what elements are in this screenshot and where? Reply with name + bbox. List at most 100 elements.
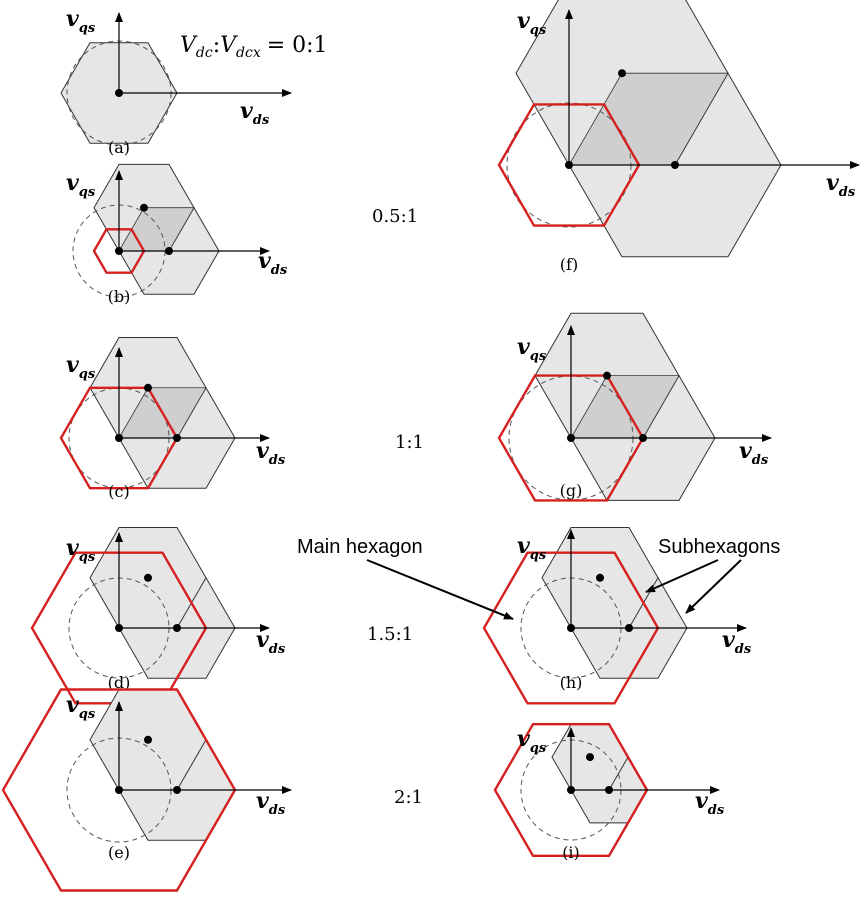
panel-d-qs-label: vqs [66, 535, 96, 565]
panel-b-ds-label-sub: ds [271, 263, 288, 278]
panel-e-ds-label-sub: ds [269, 803, 286, 818]
panel-a-ds-label-sub: ds [253, 113, 270, 128]
panel-i-caption: (i) [562, 843, 580, 862]
panel-e-qs-label-sub: qs [79, 707, 96, 722]
panel-h-ds-label-v: v [722, 627, 735, 653]
panel-c-ds-label-sub: ds [269, 453, 286, 468]
panel-f-qs-label-sub: qs [530, 23, 547, 38]
panel-e-caption: (e) [108, 843, 130, 862]
panel-c-qs-label: vqs [66, 352, 96, 382]
panel-i-ds-label: vds [695, 788, 725, 818]
panel-a-ds-label-v: v [240, 98, 253, 124]
panel-d-origin-dot [115, 624, 123, 632]
panel-c-qs-label-sub: qs [79, 367, 96, 382]
panels-layer: vqsvds(a)vqsvds(b)vqsvds(c)vqsvds(d)vqsv… [1, 0, 860, 892]
main-hexagon-label: Main hexagon [297, 536, 423, 558]
panel-g-origin-dot [567, 434, 575, 442]
title-ratio-rhs: V [220, 33, 238, 58]
panel-h-main-hexagon [482, 551, 660, 705]
title-ratio-lhs-sub: dc [196, 45, 213, 61]
panel-c-vertex-dot-2 [144, 383, 152, 392]
panel-e-vertex-dot-2 [144, 735, 152, 744]
panel-h-qs-label: vqs [517, 533, 547, 563]
panel-i-ds-label-v: v [695, 788, 708, 814]
panel-f-qs-label: vqs [517, 8, 547, 38]
panel-e-origin-dot [115, 786, 123, 794]
panel-h-ds-label-sub: ds [735, 642, 752, 657]
panel-d-caption: (d) [108, 673, 131, 692]
panel-a-qs-label: vqs [66, 6, 96, 36]
panel-i-vertex-dot-2 [586, 753, 594, 762]
panel-h-qs-label-v: v [517, 533, 530, 559]
panel-h-vertex-dot-2 [596, 573, 604, 582]
title-ratio: Vdc:Vdcx = 0:1 [180, 33, 328, 61]
ratio-label-0.5: 0.5:1 [372, 206, 418, 227]
panel-i-ds-label-sub: ds [708, 803, 725, 818]
panel-a-qs-label-sub: qs [79, 21, 96, 36]
panel-h-origin-dot [567, 624, 575, 632]
panel-b-qs-label-v: v [66, 170, 79, 196]
panel-c-origin-dot [115, 434, 123, 442]
panel-i-qs-label-sub: qs [530, 741, 547, 756]
panel-g-vertex-dot-2 [603, 371, 611, 380]
panel-b-qs-label-sub: qs [79, 185, 96, 200]
panel-a-qs-label-v: v [66, 6, 79, 32]
panel-b-ds-label-v: v [258, 248, 271, 274]
panel-f-ds-label-v: v [826, 170, 839, 196]
panel-f-caption: (f) [560, 255, 578, 274]
panel-b-main-hexagon [92, 228, 146, 274]
panel-g-ds-label-sub: ds [752, 453, 769, 468]
panel-d-ds-label-v: v [256, 627, 269, 653]
panel-h-qs-label-sub: qs [530, 548, 547, 563]
panel-c-caption: (c) [108, 482, 129, 501]
panel-g-ds-label: vds [739, 438, 769, 468]
subhexagons-arrow-2 [685, 559, 742, 614]
panel-i-qs-label: vqs [517, 726, 547, 756]
panel-f-ds-label: vds [826, 170, 856, 200]
panel-d-qs-label-sub: qs [79, 550, 96, 565]
panel-g-qs-label-sub: qs [530, 349, 547, 364]
panel-g-caption: (g) [560, 481, 583, 500]
main-hexagon-arrow [366, 559, 514, 620]
panel-f-vertex-dot-2 [618, 69, 626, 78]
panel-e-qs-label: vqs [66, 692, 96, 722]
panel-a-ds-label: vds [240, 98, 270, 128]
panel-d-ds-label: vds [256, 627, 286, 657]
panel-b-vertex-dot-2 [140, 203, 148, 212]
panel-f-origin-dot [565, 161, 573, 169]
panel-e-ds-label: vds [256, 788, 286, 818]
panel-c-qs-label-v: v [66, 352, 79, 378]
panel-g-qs-label-v: v [517, 334, 530, 360]
panel-h-ds-label: vds [722, 627, 752, 657]
panel-b-ds-label: vds [258, 248, 288, 278]
panel-f-qs-label-v: v [517, 8, 530, 34]
title-ratio-rhs-sub: dcx [236, 45, 261, 61]
panel-b-caption: (b) [108, 287, 131, 306]
panel-h-caption: (h) [560, 673, 583, 692]
title-ratio-eq: = 0:1 [267, 33, 328, 58]
ratio-label-1.5: 1.5:1 [367, 624, 413, 645]
panel-g-qs-label: vqs [517, 334, 547, 364]
panel-d-ds-label-sub: ds [269, 642, 286, 657]
subhexagons-label: Subhexagons [658, 536, 780, 558]
panel-c-ds-label: vds [256, 438, 286, 468]
panel-e-qs-label-v: v [66, 692, 79, 718]
panel-c-ds-label-v: v [256, 438, 269, 464]
panel-d-vertex-dot-2 [144, 573, 152, 582]
title-ratio-sep: : [213, 33, 220, 58]
ratio-label-1: 1:1 [395, 432, 424, 453]
panel-i-main-hexagon [493, 723, 649, 857]
panel-f-ds-label-sub: ds [839, 185, 856, 200]
panel-e-ds-label-v: v [256, 788, 269, 814]
subhexagons-arrow-1 [645, 559, 719, 593]
title-ratio-lhs: V [180, 33, 198, 58]
panel-f-main-hexagon [497, 103, 641, 227]
panel-i-origin-dot [567, 786, 575, 794]
